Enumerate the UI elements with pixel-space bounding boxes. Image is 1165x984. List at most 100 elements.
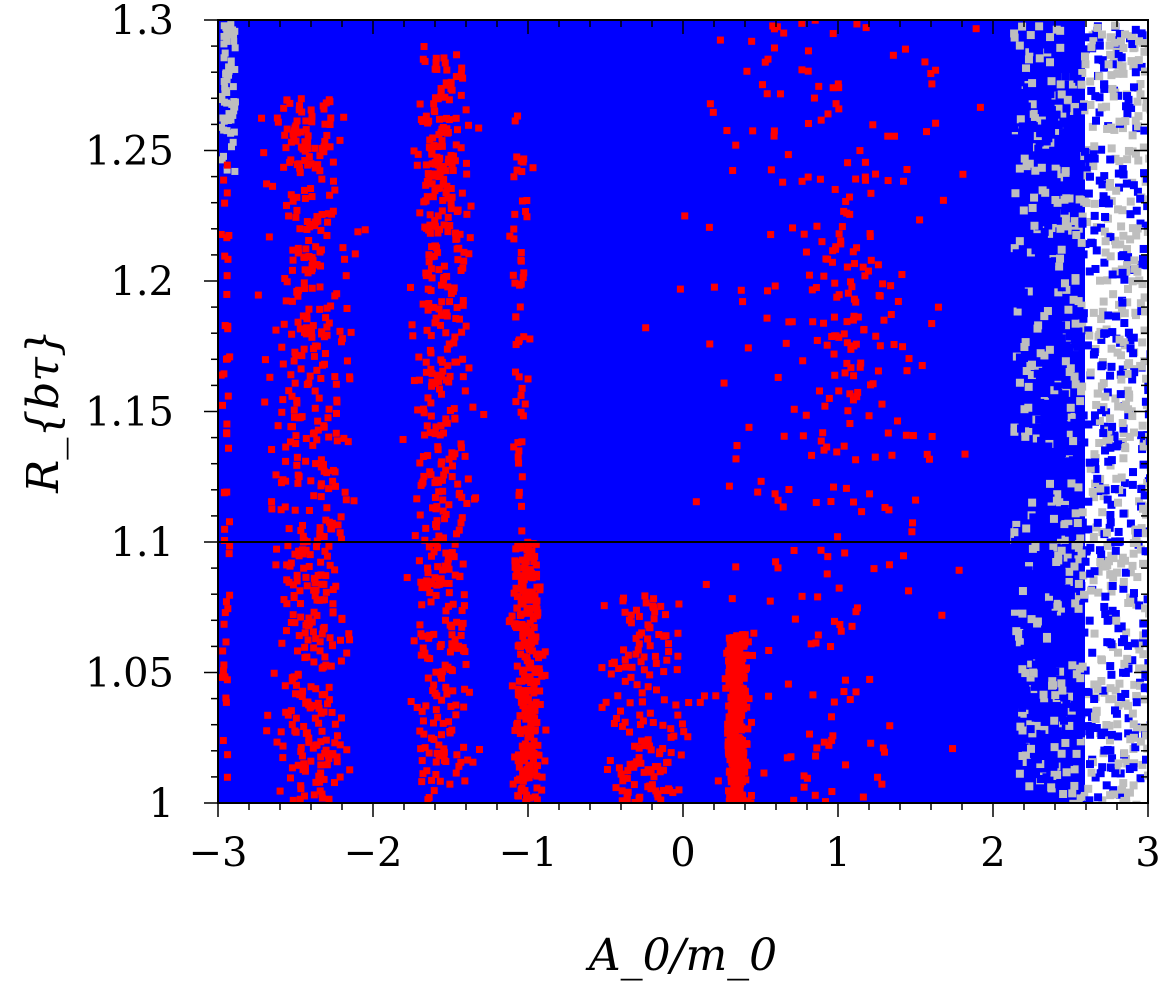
data-point — [282, 708, 290, 716]
blue-point — [1075, 252, 1084, 261]
gray-point — [1133, 224, 1142, 233]
data-point — [804, 173, 812, 181]
data-point — [295, 106, 303, 114]
blue-point — [1048, 301, 1057, 310]
blue-point — [1035, 138, 1044, 147]
blue-point — [1090, 411, 1099, 420]
data-point — [465, 250, 473, 258]
blue-point — [1136, 219, 1145, 228]
blue-point — [1106, 518, 1115, 527]
data-point — [333, 753, 341, 761]
gray-point — [1120, 402, 1129, 411]
data-point — [283, 96, 291, 104]
data-point — [774, 496, 782, 504]
data-point — [270, 669, 278, 677]
gray-point — [1117, 222, 1126, 231]
data-point — [514, 453, 522, 461]
data-point — [656, 748, 664, 756]
blue-point — [1100, 63, 1109, 72]
data-point — [423, 767, 431, 775]
gray-point — [1035, 54, 1044, 63]
gray-point — [1077, 238, 1086, 247]
gray-point — [1141, 307, 1148, 316]
blue-point — [1031, 713, 1040, 722]
blue-point — [1051, 638, 1060, 647]
gray-point — [1105, 414, 1114, 423]
gray-point — [220, 152, 228, 160]
gray-point — [1010, 423, 1019, 432]
blue-point — [1044, 475, 1053, 484]
data-point — [324, 414, 332, 422]
data-point — [417, 745, 425, 753]
data-point — [514, 112, 522, 120]
data-point — [318, 794, 326, 802]
gray-point — [1052, 25, 1061, 34]
data-point — [522, 798, 530, 803]
data-point — [872, 170, 880, 178]
data-point — [448, 161, 456, 169]
data-point — [440, 175, 448, 183]
data-point — [531, 669, 539, 677]
data-point — [430, 252, 438, 260]
data-point — [665, 640, 673, 648]
data-point — [835, 230, 843, 238]
y-tick-label: 1.15 — [85, 390, 174, 436]
gray-point — [1098, 796, 1107, 803]
data-point — [459, 355, 467, 363]
gray-point — [1109, 573, 1118, 582]
data-point — [221, 199, 229, 207]
data-point — [281, 131, 289, 139]
blue-point — [1124, 714, 1133, 723]
gray-point — [1026, 248, 1035, 257]
data-point — [867, 256, 875, 264]
data-point — [824, 553, 832, 561]
blue-point — [1069, 703, 1078, 712]
data-point — [306, 223, 314, 231]
blue-point — [1028, 776, 1037, 785]
gray-point — [1123, 360, 1132, 369]
data-point — [297, 128, 305, 136]
data-point — [526, 711, 534, 719]
blue-point — [1018, 128, 1027, 137]
blue-point — [1083, 341, 1092, 350]
data-point — [218, 230, 225, 238]
data-point — [725, 657, 733, 665]
data-point — [301, 629, 309, 637]
data-point — [313, 261, 321, 269]
data-point — [422, 112, 430, 120]
data-point — [322, 572, 330, 580]
gray-point — [1065, 692, 1074, 701]
data-point — [520, 638, 528, 646]
blue-point — [1117, 252, 1126, 261]
gray-point — [230, 30, 238, 38]
data-point — [434, 249, 442, 257]
data-point — [301, 266, 309, 274]
gray-point — [1140, 326, 1148, 335]
data-point — [722, 684, 730, 692]
data-point — [464, 475, 472, 483]
gray-point — [1051, 164, 1060, 173]
gray-point — [1054, 104, 1063, 113]
data-point — [437, 372, 445, 380]
data-point — [424, 394, 432, 402]
data-point — [517, 256, 525, 264]
blue-point — [1074, 120, 1083, 129]
data-point — [632, 606, 640, 614]
data-point — [221, 489, 229, 497]
data-point — [526, 619, 534, 627]
data-point — [874, 367, 882, 375]
gray-point — [1113, 69, 1122, 78]
y-tick-label: 1 — [149, 781, 174, 827]
data-point — [514, 685, 522, 693]
gray-point — [1070, 372, 1079, 381]
data-point — [651, 652, 659, 660]
data-point — [727, 778, 735, 786]
gray-point — [1010, 427, 1019, 436]
data-point — [296, 225, 304, 233]
data-point — [318, 727, 326, 735]
data-point — [302, 729, 310, 737]
data-point — [336, 773, 344, 781]
gray-point — [1091, 479, 1100, 488]
data-point — [798, 177, 806, 185]
data-point — [626, 699, 634, 707]
